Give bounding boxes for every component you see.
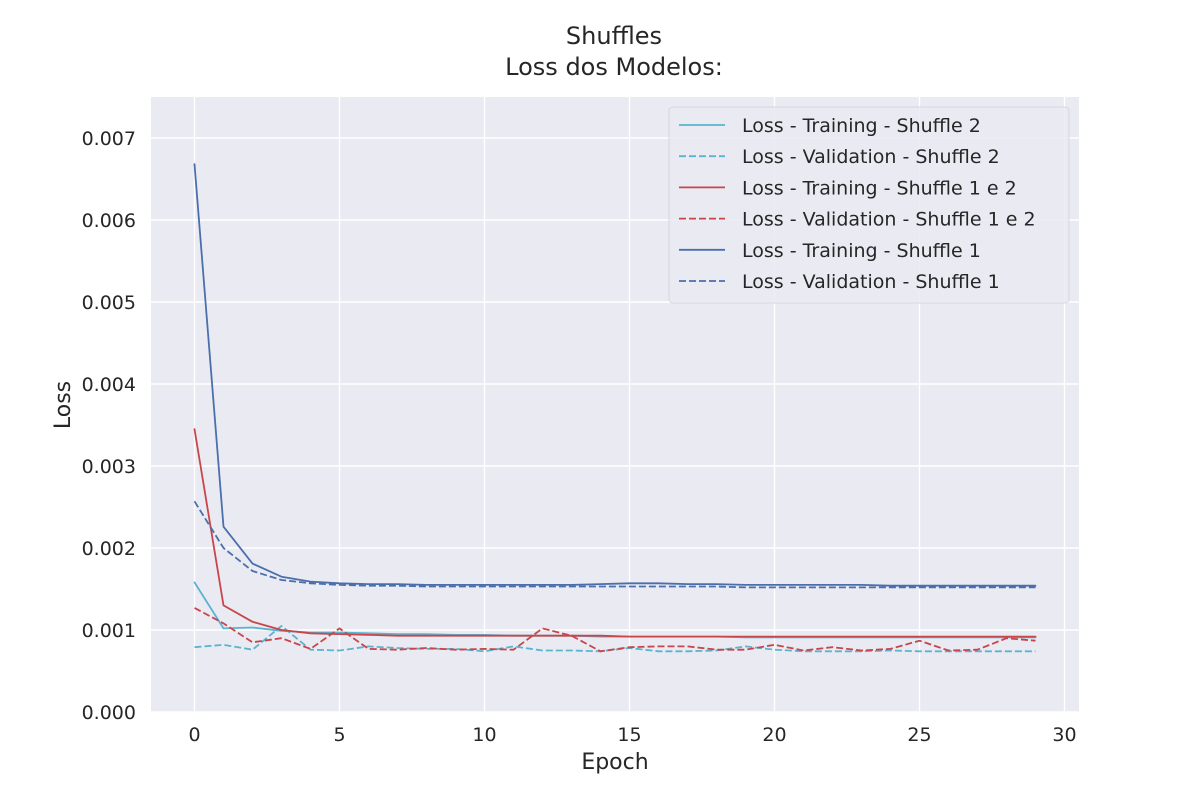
y-tick-label: 0.007 xyxy=(82,128,136,150)
x-tick-label: 20 xyxy=(762,724,786,746)
series-line-2 xyxy=(194,625,1036,653)
legend: Loss - Training - Shuffle 2 Loss - Valida… xyxy=(668,106,1070,304)
legend-label: Loss - Training - Shuffle 2 xyxy=(742,115,981,137)
series-group xyxy=(193,163,1037,653)
x-tick-label: 5 xyxy=(333,724,345,746)
chart-subtitle: Loss dos Modelos: xyxy=(505,53,723,81)
legend-label: Loss - Validation - Shuffle 2 xyxy=(742,146,1000,168)
axis-ticks: 0 5 10 15 20 25 30 0.000 0.001 0.002 0.003 0.004 0.0… xyxy=(82,128,1077,746)
legend-label: Loss - Training - Shuffle 1 e 2 xyxy=(742,177,1017,199)
y-axis-label: Loss xyxy=(51,381,76,429)
y-tick-label: 0.003 xyxy=(82,456,136,478)
legend-label: Loss - Validation - Shuffle 1 e 2 xyxy=(742,209,1036,231)
y-tick-label: 0.002 xyxy=(82,538,136,560)
y-tick-label: 0.004 xyxy=(82,374,136,396)
grid xyxy=(151,97,1079,713)
series-line-3 xyxy=(193,428,1037,638)
x-axis-label: Epoch xyxy=(581,750,648,775)
y-tick-label: 0.005 xyxy=(82,292,136,314)
series-line-6 xyxy=(193,500,1036,589)
x-tick-label: 0 xyxy=(188,724,200,746)
chart-title: Shuffles xyxy=(566,22,662,50)
x-tick-label: 15 xyxy=(617,724,641,746)
y-tick-label: 0.000 xyxy=(82,702,136,724)
y-tick-label: 0.006 xyxy=(82,210,136,232)
legend-label: Loss - Training - Shuffle 1 xyxy=(742,240,981,262)
legend-label: Loss - Validation - Shuffle 1 xyxy=(742,271,1000,293)
series-line-5 xyxy=(193,163,1037,587)
legend-box xyxy=(668,106,1070,304)
y-tick-label: 0.001 xyxy=(82,620,136,642)
x-tick-label: 10 xyxy=(472,724,496,746)
x-tick-label: 30 xyxy=(1052,724,1076,746)
x-tick-label: 25 xyxy=(907,724,931,746)
